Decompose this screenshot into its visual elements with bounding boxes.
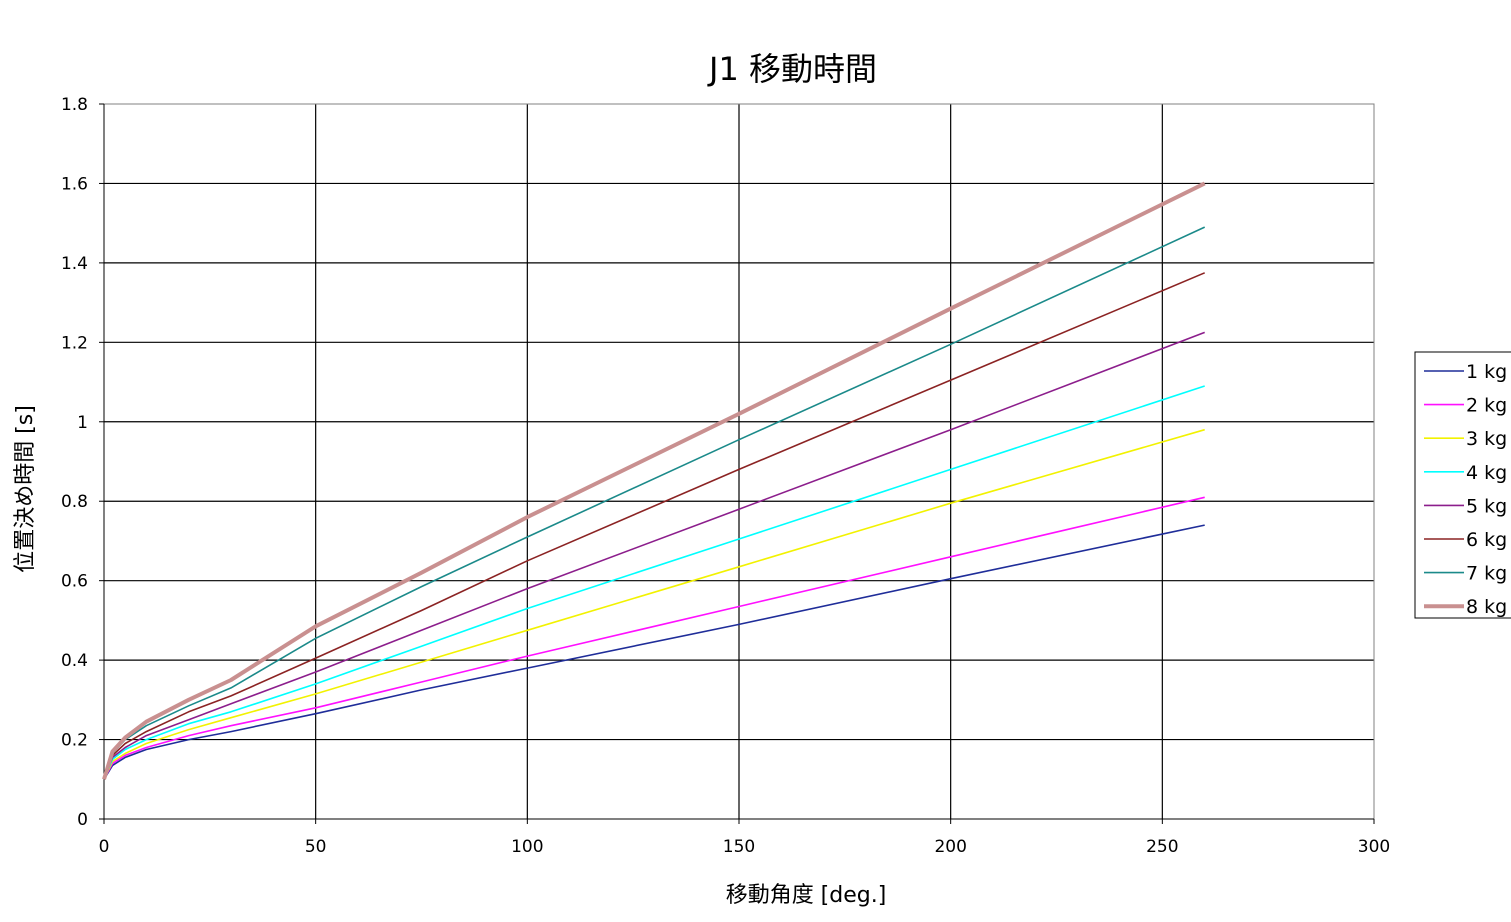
legend-label: 5 kg xyxy=(1466,495,1507,517)
series-line-3kg xyxy=(103,428,1205,780)
x-tick-label: 150 xyxy=(723,837,755,857)
y-tick-label: 1.4 xyxy=(61,254,88,274)
x-tick-label: 250 xyxy=(1146,837,1178,857)
legend-label: 6 kg xyxy=(1466,529,1507,551)
x-tick-label: 50 xyxy=(305,837,327,857)
legend-label: 7 kg xyxy=(1466,563,1507,585)
y-tick-label: 0.4 xyxy=(61,651,88,671)
y-tick-label: 0.6 xyxy=(61,572,88,592)
y-tick-label: 1.8 xyxy=(61,95,88,115)
x-tick-label: 0 xyxy=(99,837,110,857)
axis-ticks: 0 0.2 0.4 0.6 0.8 1 1.2 1.4 1.6 1.8 0 50 100 150 200 25… xyxy=(61,95,1390,857)
x-tick-label: 300 xyxy=(1358,837,1390,857)
series-line-6kg xyxy=(103,272,1206,780)
legend-box xyxy=(1414,351,1511,619)
legend-label: 2 kg xyxy=(1466,395,1507,417)
series-line-4kg xyxy=(103,385,1205,780)
y-axis-label: 位置決め時間 [s] xyxy=(13,405,38,573)
y-tick-label: 0.2 xyxy=(61,731,88,751)
series-line-1kg xyxy=(103,524,1205,780)
legend: 1 kg 2 kg 3 kg 4 kg 5 kg 6 kg 7 kg 8 kg xyxy=(1414,351,1511,619)
series-lines xyxy=(102,181,1206,780)
y-tick-label: 1 xyxy=(77,413,88,433)
x-tick-label: 100 xyxy=(511,837,543,857)
series-line-5kg xyxy=(103,331,1205,780)
y-tick-label: 1.6 xyxy=(61,174,88,194)
chart-title: J1 移動時間 xyxy=(707,50,877,88)
x-tick-label: 200 xyxy=(934,837,966,857)
legend-label: 4 kg xyxy=(1466,462,1507,484)
y-tick-label: 0 xyxy=(77,810,88,830)
grid-lines xyxy=(104,104,1374,819)
legend-label: 3 kg xyxy=(1466,428,1507,450)
series-line-8kg xyxy=(102,181,1206,780)
legend-label: 8 kg xyxy=(1466,596,1507,618)
x-axis-label: 移動角度 [deg.] xyxy=(726,883,887,908)
series-line-7kg xyxy=(103,226,1206,780)
series-line-2kg xyxy=(103,496,1205,780)
y-tick-label: 1.2 xyxy=(61,333,88,353)
legend-label: 1 kg xyxy=(1466,361,1507,383)
y-tick-label: 0.8 xyxy=(61,492,88,512)
